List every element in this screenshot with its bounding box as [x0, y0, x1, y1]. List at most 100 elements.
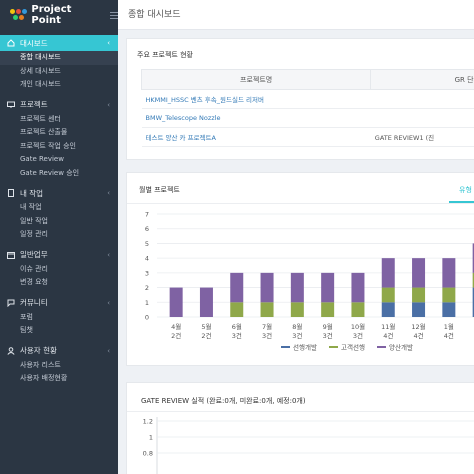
sidebar-item[interactable]: 팀챗 — [20, 326, 33, 334]
x-tick-label: 9월 — [323, 322, 333, 331]
sidebar-item[interactable]: 프로젝트 작업 승인 — [20, 141, 76, 150]
sidebar-item[interactable]: Gate Review — [20, 155, 64, 163]
y-tick-label: 1 — [145, 299, 149, 307]
sidebar-item[interactable]: 프로젝트 산출물 — [20, 128, 68, 136]
bar-segment[interactable] — [290, 272, 304, 303]
legend-label[interactable]: 선행개발 — [293, 343, 317, 352]
bar-segment[interactable] — [412, 302, 426, 317]
bar-segment[interactable] — [412, 258, 426, 288]
bar-segment[interactable] — [412, 287, 426, 303]
chevron-left-icon: ‹ — [107, 250, 110, 259]
bar-segment[interactable] — [381, 302, 395, 317]
brand-name: Project Point — [31, 4, 72, 26]
sidebar-section-label: 커뮤니티 — [20, 298, 48, 307]
monthly-card-title: 월별 프로젝트 — [139, 186, 180, 194]
bar-segment[interactable] — [321, 302, 335, 317]
bar-segment[interactable] — [169, 287, 183, 317]
sidebar-item[interactable]: 프로젝트 센터 — [20, 114, 61, 123]
x-tick-label: 2건 — [201, 331, 211, 340]
sidebar-item[interactable]: 일반 작업 — [20, 216, 48, 225]
sidebar-item[interactable]: 일정 관리 — [20, 230, 48, 238]
sidebar-section-0[interactable]: 대시보드 ‹ — [0, 35, 118, 51]
sidebar-item[interactable]: 이슈 관리 — [20, 264, 48, 273]
column-header-gr[interactable]: GR 단계 — [370, 69, 474, 90]
tab-type[interactable]: 유형 — [459, 186, 472, 194]
sidebar-section-4[interactable]: 커뮤니티 ‹ — [0, 295, 118, 311]
x-tick-label: 2건 — [171, 331, 181, 340]
bar-segment[interactable] — [260, 302, 274, 317]
main-content: 종합 대시보드 주요 프로젝트 현황 프로젝트명 GR 단계 HKMMI_HSS… — [118, 0, 474, 474]
sidebar-item[interactable]: 상세 대시보드 — [20, 66, 61, 75]
sidebar-item[interactable]: 개인 대시보드 — [20, 80, 61, 88]
bar-segment[interactable] — [381, 258, 395, 288]
x-tick-label: 4월 — [171, 322, 181, 331]
projects-card-title: 주요 프로젝트 현황 — [137, 51, 193, 59]
menu-toggle-icon[interactable] — [109, 11, 119, 19]
sidebar-item[interactable]: 사용자 리스트 — [20, 360, 61, 369]
sidebar-item[interactable]: Gate Review 승인 — [20, 168, 80, 177]
table-row[interactable]: BMW_Telescope Nozzle — [141, 108, 474, 128]
logo-icon — [10, 9, 27, 21]
sidebar-item[interactable]: 내 작업 — [20, 203, 42, 211]
sidebar-item[interactable]: 변경 요청 — [20, 278, 48, 286]
bar-segment[interactable] — [381, 287, 395, 303]
home-icon — [7, 39, 15, 47]
page-title: 종합 대시보드 — [118, 0, 474, 30]
y-tick-label: 2 — [145, 284, 149, 292]
chevron-left-icon: ‹ — [107, 100, 110, 109]
y-tick-label: 1.2 — [143, 418, 153, 426]
bar-segment[interactable] — [351, 272, 365, 303]
x-tick-label: 3건 — [323, 331, 333, 340]
bar-segment[interactable] — [230, 302, 244, 317]
legend-label[interactable]: 고객선행 — [341, 343, 365, 352]
bar-segment[interactable] — [260, 272, 274, 303]
project-name-link[interactable]: HKMMI_HSSC 벤츠 후속_원드실드 리저버 — [141, 89, 371, 109]
sidebar-item[interactable]: 포럼 — [20, 312, 33, 321]
x-tick-label: 3건 — [292, 331, 302, 340]
sidebar-section-1[interactable]: 프로젝트 ‹ — [0, 97, 118, 113]
x-tick-label: 4건 — [413, 331, 423, 340]
y-tick-label: 6 — [145, 225, 149, 233]
bar-segment[interactable] — [351, 302, 365, 317]
bar-segment[interactable] — [442, 302, 456, 317]
table-row[interactable]: 테스트 양산 카 프로젝트A GATE REVIEW1 (진 — [141, 127, 474, 147]
bar-segment[interactable] — [442, 287, 456, 303]
project-gr-stage: GATE REVIEW1 (진 — [370, 127, 474, 147]
bar-segment[interactable] — [230, 272, 244, 303]
y-tick-label: 4 — [145, 255, 149, 263]
project-name-link[interactable]: BMW_Telescope Nozzle — [141, 108, 371, 128]
table-row[interactable]: HKMMI_HSSC 벤츠 후속_원드실드 리저버 — [141, 89, 474, 109]
chat-icon — [7, 299, 15, 307]
x-tick-label: 6월 — [232, 322, 242, 331]
sidebar-item[interactable]: 사용자 배정현황 — [20, 374, 68, 382]
sidebar-section-3[interactable]: 일반업무 ‹ — [0, 247, 118, 263]
bar-segment[interactable] — [199, 287, 213, 317]
bar-segment[interactable] — [290, 302, 304, 317]
x-tick-label: 3건 — [353, 331, 363, 340]
projects-table: 프로젝트명 GR 단계 HKMMI_HSSC 벤츠 후속_원드실드 리저버 BM… — [140, 69, 474, 147]
calendar-icon — [7, 251, 15, 259]
brand[interactable]: Project Point — [0, 0, 119, 30]
sidebar-section-label: 대시보드 — [20, 38, 48, 48]
chevron-left-icon: ‹ — [107, 39, 110, 47]
column-header-project[interactable]: 프로젝트명 — [140, 69, 372, 90]
y-tick-label: 0 — [145, 314, 149, 322]
sidebar-section-label: 내 작업 — [20, 188, 44, 198]
user-icon — [7, 346, 15, 355]
monitor-icon — [7, 101, 15, 109]
bar-segment[interactable] — [442, 258, 456, 288]
x-tick-label: 3건 — [232, 331, 242, 340]
bar-segment[interactable] — [321, 272, 335, 303]
sidebar-section-label: 사용자 현황 — [20, 346, 57, 355]
x-tick-label: 7월 — [262, 322, 272, 331]
project-name-link[interactable]: 테스트 양산 카 프로젝트A — [141, 127, 371, 147]
sidebar-item[interactable]: 종합 대시보드 — [0, 51, 118, 65]
bar-segment[interactable] — [472, 243, 474, 273]
bar-segment[interactable] — [472, 272, 474, 288]
gate-review-title: GATE REVIEW 실적 (완료:0개, 미완료:0개, 예정:0개) — [141, 397, 306, 405]
legend-label[interactable]: 양산개발 — [389, 343, 413, 352]
sidebar-section-2[interactable]: 내 작업 ‹ — [0, 185, 118, 201]
bar-segment[interactable] — [472, 287, 474, 317]
document-icon — [7, 189, 15, 197]
sidebar-section-5[interactable]: 사용자 현황 ‹ — [0, 343, 118, 359]
